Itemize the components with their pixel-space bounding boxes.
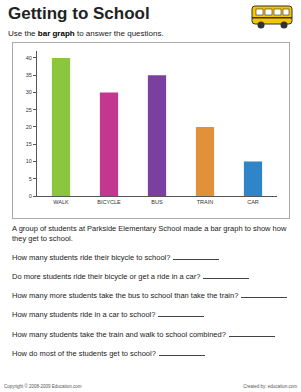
svg-text:CAR: CAR xyxy=(247,199,259,205)
html-text:A group of students at Parksid: A group of students at Parkside Elementa… xyxy=(12,224,287,244)
html-text:Use the bar graph to answer th: Use the bar graph to answer the question… xyxy=(8,29,164,38)
html-text:How many more students take th: How many more students take the bus to s… xyxy=(12,291,239,301)
svg-text:TRAIN: TRAIN xyxy=(197,199,214,205)
svg-text:35: 35 xyxy=(26,72,32,78)
html-text:Do more students ride their bi: Do more students ride their bicycle or g… xyxy=(12,272,201,282)
html-text:How do most of the students ge: How do most of the students get to schoo… xyxy=(12,348,156,358)
html-text:How many students ride their b: How many students ride their bicycle to … xyxy=(12,253,171,262)
svg-text:BICYCLE: BICYCLE xyxy=(97,199,121,205)
svg-text:30: 30 xyxy=(26,89,32,95)
svg-text:BUS: BUS xyxy=(151,199,163,205)
html-text:How many students ride in a ca: How many students ride in a car to schoo… xyxy=(12,310,156,320)
html-text:Created by: education.com: Created by: education.com xyxy=(243,384,297,389)
html-text:Copyright © 2008-2009 Educatio: Copyright © 2008-2009 Education.com xyxy=(4,384,82,389)
svg-text:5: 5 xyxy=(29,176,32,182)
html-text:Getting to School: Getting to School xyxy=(8,4,150,23)
html-text:How many students take the tra: How many students take the train and wal… xyxy=(12,329,226,339)
svg-text:WALK: WALK xyxy=(53,199,69,205)
svg-text:15: 15 xyxy=(26,141,32,147)
svg-text:0: 0 xyxy=(29,193,32,199)
svg-text:40: 40 xyxy=(26,55,32,61)
svg-text:10: 10 xyxy=(26,158,32,164)
svg-text:20: 20 xyxy=(26,124,32,130)
svg-text:25: 25 xyxy=(26,107,32,113)
